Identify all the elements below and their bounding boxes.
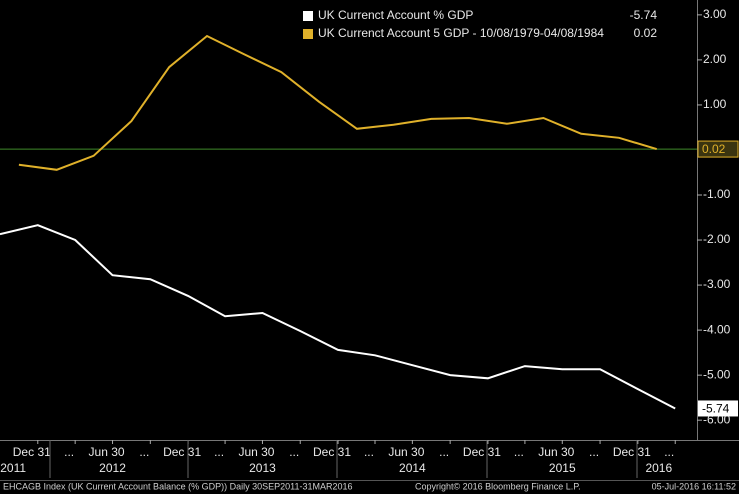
year-label: 2011 — [0, 461, 26, 475]
x-tick-label: Dec 31 — [463, 445, 501, 459]
year-label: 2012 — [99, 461, 126, 475]
series-line — [0, 224, 676, 410]
y-tick-label: 2.00 — [703, 52, 727, 66]
year-label: 2016 — [645, 461, 672, 475]
x-tick-label: Jun 30 — [238, 445, 274, 459]
year-label: 2014 — [399, 461, 426, 475]
last-value-label: -5.74 — [702, 402, 730, 416]
x-tick-label: Dec 31 — [613, 445, 651, 459]
y-tick-label: -2.00 — [703, 232, 731, 246]
x-tick-label: ... — [139, 445, 149, 459]
y-tick-label: 3.00 — [703, 7, 727, 21]
y-tick-label: 1.00 — [703, 97, 727, 111]
last-value-badge — [697, 140, 739, 158]
series-line — [18, 34, 657, 171]
last-value-badge — [698, 400, 738, 417]
year-label: 2013 — [249, 461, 276, 475]
legend-label: UK Currenct Account 5 GDP - 10/08/1979-0… — [318, 26, 604, 40]
last-value-label: 0.02 — [702, 142, 726, 156]
x-tick-label: Jun 30 — [538, 445, 574, 459]
legend-box — [297, 5, 663, 45]
footer-timestamp: 05-Jul-2016 16:11:52 — [652, 481, 736, 491]
y-tick-label: -4.00 — [703, 322, 731, 336]
x-tick-label: ... — [439, 445, 449, 459]
x-tick-label: Jun 30 — [388, 445, 424, 459]
legend-swatch — [303, 11, 313, 21]
plot — [0, 34, 697, 410]
footer-copyright: Copyright© 2016 Bloomberg Finance L.P. — [415, 481, 581, 491]
x-tick-label: Dec 31 — [163, 445, 201, 459]
y-tick-label: -3.00 — [703, 277, 731, 291]
x-tick-label: ... — [64, 445, 74, 459]
legend-swatch — [303, 29, 313, 39]
x-tick-label: ... — [664, 445, 674, 459]
x-tick-label: ... — [514, 445, 524, 459]
x-tick-label: ... — [289, 445, 299, 459]
x-tick-label: Dec 31 — [13, 445, 51, 459]
y-tick-label: -1.00 — [703, 187, 731, 201]
legend-value: 0.02 — [634, 26, 658, 40]
legend-label: UK Currenct Account % GDP — [318, 8, 473, 22]
y-tick-label: -5.00 — [703, 367, 731, 381]
x-tick-label: Dec 31 — [313, 445, 351, 459]
year-label: 2015 — [549, 461, 576, 475]
legend-value: -5.74 — [630, 8, 658, 22]
x-tick-label: ... — [364, 445, 374, 459]
x-tick-label: ... — [589, 445, 599, 459]
x-tick-label: ... — [214, 445, 224, 459]
footer-source: EHCAGB Index (UK Current Account Balance… — [3, 481, 353, 491]
x-tick-label: Jun 30 — [89, 445, 125, 459]
